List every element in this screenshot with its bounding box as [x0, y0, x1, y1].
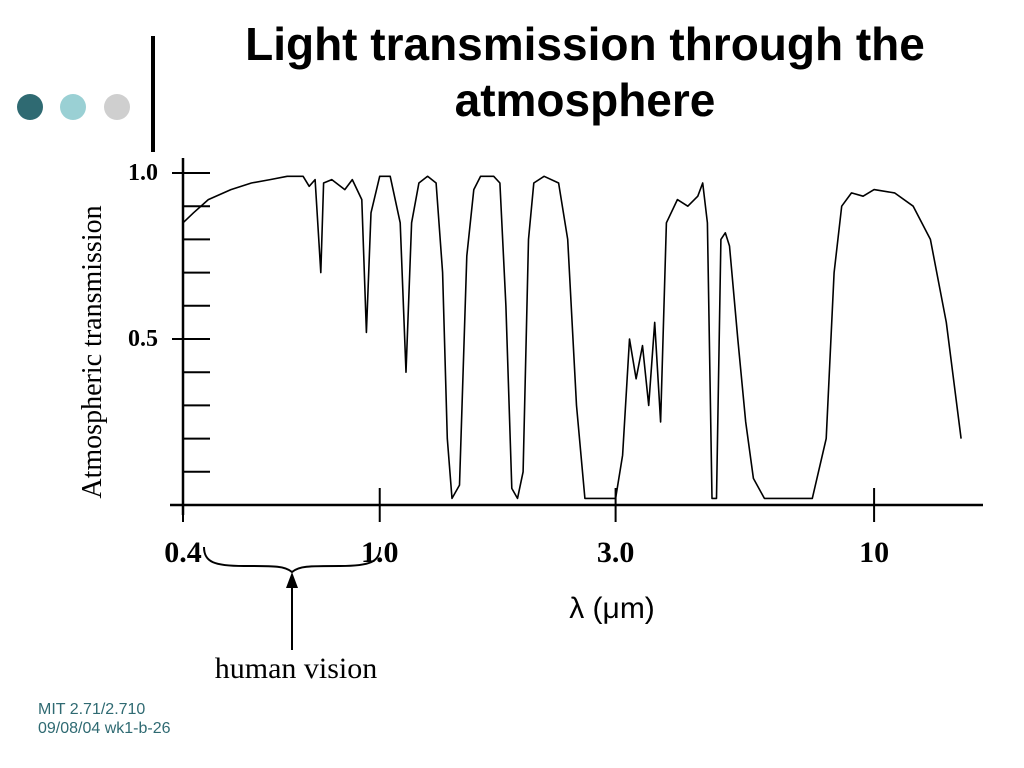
- human-vision-label: human vision: [215, 652, 378, 685]
- decorative-dots: [0, 0, 150, 150]
- grey-dot: [104, 94, 130, 120]
- y-tick-label-1: 0.5: [128, 326, 158, 352]
- dark-teal-dot: [17, 94, 43, 120]
- x-tick-label-0: 0.4: [164, 536, 202, 569]
- x-ticks: 0.4 1.0 3.0 10: [164, 488, 889, 569]
- series-layer: [182, 175, 962, 500]
- footer-course: MIT 2.71/2.710: [38, 701, 146, 718]
- slide-footer: MIT 2.71/2.710 09/08/04 wk1-b-26: [38, 700, 171, 738]
- transmission-series-line-0: [182, 175, 962, 500]
- title-divider-bar: [151, 36, 155, 152]
- x-tick-label-2: 3.0: [597, 536, 635, 569]
- footer-date-slide: 09/08/04 wk1-b-26: [38, 720, 171, 737]
- slide-title-line-1: Light transmission through the: [245, 18, 925, 70]
- chart-axes: [170, 158, 983, 515]
- x-tick-label-3: 10: [859, 536, 889, 569]
- y-axis-label: Atmospheric transmission: [77, 205, 108, 498]
- human-vision-brace: [203, 546, 381, 574]
- x-axis-label: λ (μm): [569, 592, 655, 625]
- y-ticks: 1.0 0.5: [128, 160, 210, 473]
- y-tick-label-0: 1.0: [128, 160, 158, 186]
- light-teal-dot: [60, 94, 86, 120]
- human-vision-arrowhead: [286, 572, 298, 588]
- slide-title: Light transmission through the atmospher…: [170, 16, 1000, 128]
- slide-title-line-2: atmosphere: [454, 74, 716, 126]
